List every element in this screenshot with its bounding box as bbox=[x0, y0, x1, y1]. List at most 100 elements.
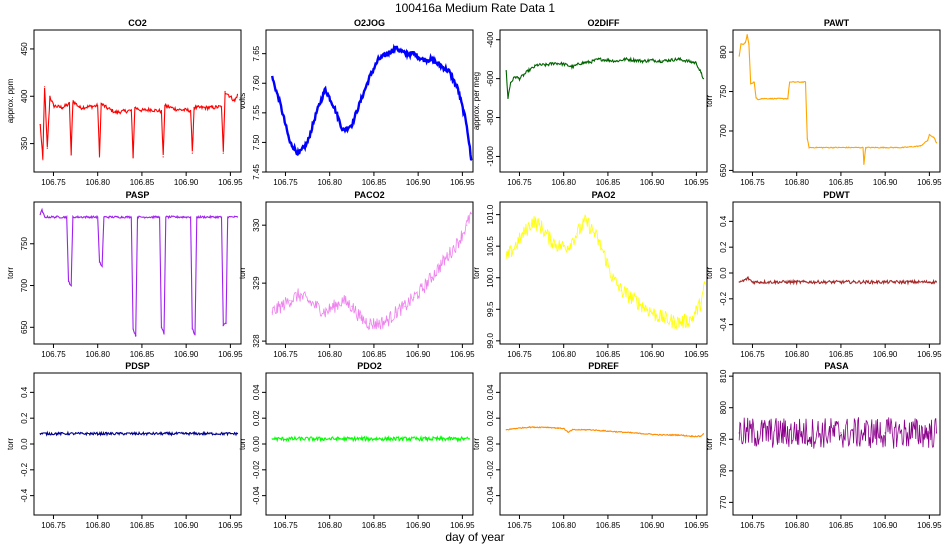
data-point bbox=[44, 86, 46, 88]
data-point bbox=[404, 305, 406, 307]
data-point bbox=[448, 253, 450, 255]
data-point bbox=[351, 124, 353, 126]
x-tick-label: 106.85 bbox=[362, 521, 387, 530]
y-tick-label: 7.65 bbox=[252, 45, 261, 61]
x-tick-label: 106.95 bbox=[917, 178, 942, 187]
data-point bbox=[324, 311, 326, 313]
data-point bbox=[563, 427, 565, 430]
data-point bbox=[176, 108, 178, 111]
y-tick-label: -1000 bbox=[486, 146, 495, 167]
data-point bbox=[928, 281, 930, 283]
panel-title: PAO2 bbox=[592, 190, 616, 200]
data-point bbox=[651, 59, 653, 61]
data-point bbox=[329, 438, 331, 440]
data-point bbox=[743, 43, 745, 45]
panel-pdwt: PDWT 106.75 106.80 106.85 106.90 106.95 -0.4 -0… bbox=[705, 190, 942, 359]
x-tick-label: 106.75 bbox=[507, 350, 532, 359]
data-point bbox=[647, 308, 649, 310]
data-point bbox=[655, 315, 658, 317]
panel-pasa: PASA 106.75 106.80 106.85 106.90 106.95 770 780… bbox=[705, 361, 942, 530]
y-tick-label: 0.2 bbox=[719, 241, 728, 253]
data-point bbox=[928, 134, 930, 136]
data-point bbox=[629, 296, 631, 298]
data-point bbox=[404, 53, 406, 55]
data-point bbox=[97, 216, 99, 218]
x-tick-label: 106.85 bbox=[829, 178, 854, 187]
data-point bbox=[466, 124, 468, 126]
data-point bbox=[884, 432, 886, 434]
data-point bbox=[222, 152, 224, 154]
data-point bbox=[589, 61, 591, 63]
data-point bbox=[682, 321, 684, 323]
data-point bbox=[822, 146, 824, 149]
data-point bbox=[507, 97, 509, 99]
x-tick-label: 106.75 bbox=[41, 521, 66, 530]
data-point bbox=[457, 241, 459, 244]
series-line bbox=[39, 207, 238, 337]
data-point bbox=[638, 302, 640, 304]
y-tick-label: 800 bbox=[719, 45, 728, 59]
data-point bbox=[755, 97, 757, 99]
y-axis-label: volts bbox=[238, 93, 247, 109]
data-point bbox=[220, 106, 223, 108]
data-point bbox=[514, 76, 516, 78]
y-tick-label: 7.55 bbox=[252, 105, 261, 121]
y-tick-label: 0.0 bbox=[20, 438, 29, 450]
data-point bbox=[620, 289, 622, 291]
series-line bbox=[39, 87, 239, 160]
y-tick-label: 750 bbox=[719, 84, 728, 98]
plot-frame bbox=[33, 201, 242, 345]
data-point bbox=[554, 62, 556, 64]
x-tick-label: 106.80 bbox=[784, 521, 809, 530]
data-point bbox=[804, 81, 807, 83]
data-point bbox=[298, 294, 300, 296]
panel-pao2: PAO2 106.75 106.80 106.85 106.90 106.95 99.0 99… bbox=[472, 190, 709, 359]
y-tick-label: 750 bbox=[20, 237, 29, 251]
data-point bbox=[935, 142, 938, 144]
data-point bbox=[193, 107, 195, 109]
data-point bbox=[510, 81, 512, 84]
x-tick-label: 106.80 bbox=[317, 178, 342, 187]
y-tick-label: 0.4 bbox=[719, 215, 728, 227]
data-point bbox=[935, 281, 938, 283]
data-point bbox=[840, 432, 842, 434]
plot-frame bbox=[732, 372, 941, 516]
data-point bbox=[413, 53, 415, 55]
data-point bbox=[220, 216, 223, 218]
y-tick-label: -400 bbox=[486, 31, 495, 48]
x-tick-label: 106.85 bbox=[362, 178, 387, 187]
x-tick-label: 106.90 bbox=[406, 178, 431, 187]
data-point bbox=[523, 232, 525, 235]
data-point bbox=[163, 333, 165, 335]
x-tick-label: 106.75 bbox=[273, 521, 298, 530]
data-point bbox=[616, 60, 618, 62]
data-point bbox=[563, 63, 565, 65]
data-point bbox=[225, 322, 227, 324]
y-axis-label: torr bbox=[705, 438, 714, 450]
data-point bbox=[298, 153, 300, 155]
data-point bbox=[536, 64, 538, 66]
data-point bbox=[236, 433, 239, 435]
plot-frame bbox=[265, 372, 474, 516]
panel-title: PAWT bbox=[824, 18, 850, 28]
plot-frame bbox=[499, 29, 708, 173]
data-point bbox=[695, 62, 697, 64]
data-point bbox=[751, 281, 754, 283]
x-tick-label: 106.75 bbox=[273, 178, 298, 187]
data-point bbox=[386, 53, 388, 55]
data-point bbox=[61, 107, 63, 109]
panel-co2: CO2 106.75 106.80 106.85 106.90 106.95 350 400 4… bbox=[6, 18, 243, 187]
data-point bbox=[625, 58, 627, 60]
x-tick-label: 106.75 bbox=[740, 178, 765, 187]
plot-frame bbox=[499, 201, 708, 345]
data-point bbox=[439, 265, 441, 267]
data-point bbox=[514, 427, 516, 430]
data-point bbox=[884, 281, 886, 283]
y-tick-label: -0.4 bbox=[719, 317, 728, 331]
panel-title: PDO2 bbox=[357, 361, 382, 371]
data-point bbox=[540, 226, 543, 228]
x-tick-label: 106.85 bbox=[130, 521, 155, 530]
data-point bbox=[746, 34, 748, 36]
data-point bbox=[744, 42, 746, 44]
data-point bbox=[505, 429, 507, 431]
